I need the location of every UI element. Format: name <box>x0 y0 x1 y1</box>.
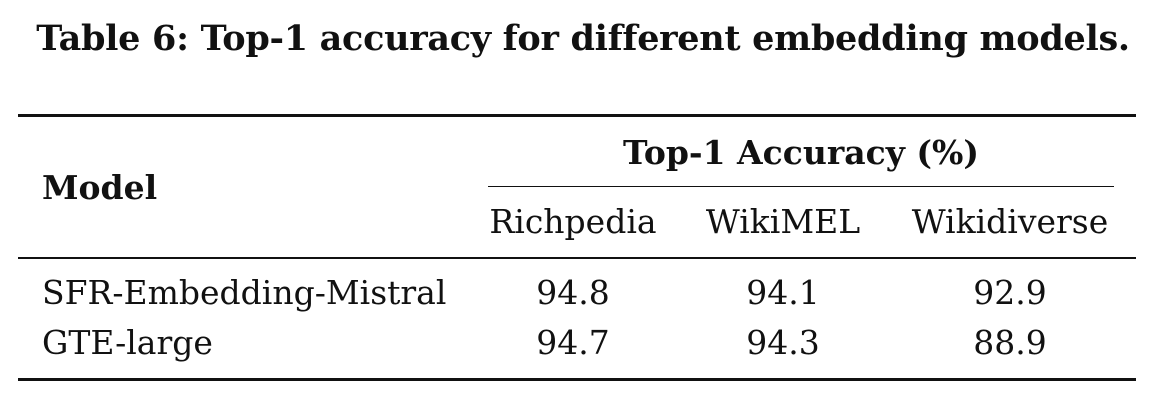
cell-richpedia: 94.7 <box>536 323 610 362</box>
header-rule <box>18 257 1136 259</box>
cell-wikidiverse: 88.9 <box>973 323 1047 362</box>
cell-wikimel: 94.3 <box>746 323 820 362</box>
top-rule <box>18 114 1136 117</box>
model-column-header: Model <box>42 168 158 207</box>
accuracy-group-header: Top-1 Accuracy (%) <box>623 133 979 172</box>
row-model-name: GTE-large <box>42 323 213 362</box>
column-header-wikidiverse: Wikidiverse <box>911 202 1109 241</box>
column-header-richpedia: Richpedia <box>489 202 657 241</box>
table-caption: Table 6: Top-1 accuracy for different em… <box>36 18 1130 59</box>
column-header-wikimel: WikiMEL <box>705 202 861 241</box>
cell-wikimel: 94.1 <box>746 273 820 312</box>
group-header-rule <box>488 186 1114 187</box>
bottom-rule <box>18 378 1136 381</box>
cell-richpedia: 94.8 <box>536 273 610 312</box>
cell-wikidiverse: 92.9 <box>973 273 1047 312</box>
row-model-name: SFR-Embedding-Mistral <box>42 273 447 312</box>
